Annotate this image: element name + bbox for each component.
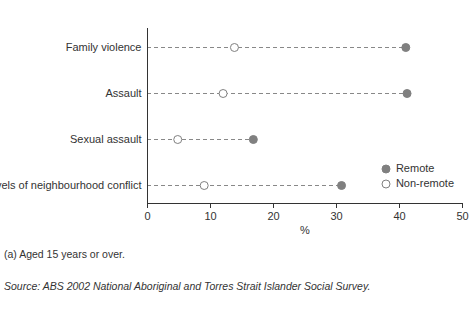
svg-text:30: 30	[330, 210, 342, 222]
svg-text:Family violence: Family violence	[66, 41, 142, 53]
html-text:Source: ABS 2002 National Abor: Source: ABS 2002 National Aboriginal and…	[4, 280, 371, 292]
svg-text:10: 10	[204, 210, 216, 222]
svg-text:%: %	[300, 224, 310, 236]
svg-text:Sexual assault: Sexual assault	[70, 133, 142, 145]
html-text:(a) Aged 15 years or over.: (a) Aged 15 years or over.	[4, 248, 125, 260]
svg-text:20: 20	[267, 210, 279, 222]
html-text:Remote: Remote	[395, 162, 435, 174]
html-text:Non-remote: Non-remote	[395, 177, 454, 189]
svg-text:40: 40	[393, 210, 405, 222]
svg-text:50: 50	[456, 210, 468, 222]
svg-text:0: 0	[144, 210, 150, 222]
svg-text:Assault: Assault	[105, 87, 141, 99]
svg-text:Levels of neighbourhood confli: Levels of neighbourhood conflict	[0, 179, 142, 191]
